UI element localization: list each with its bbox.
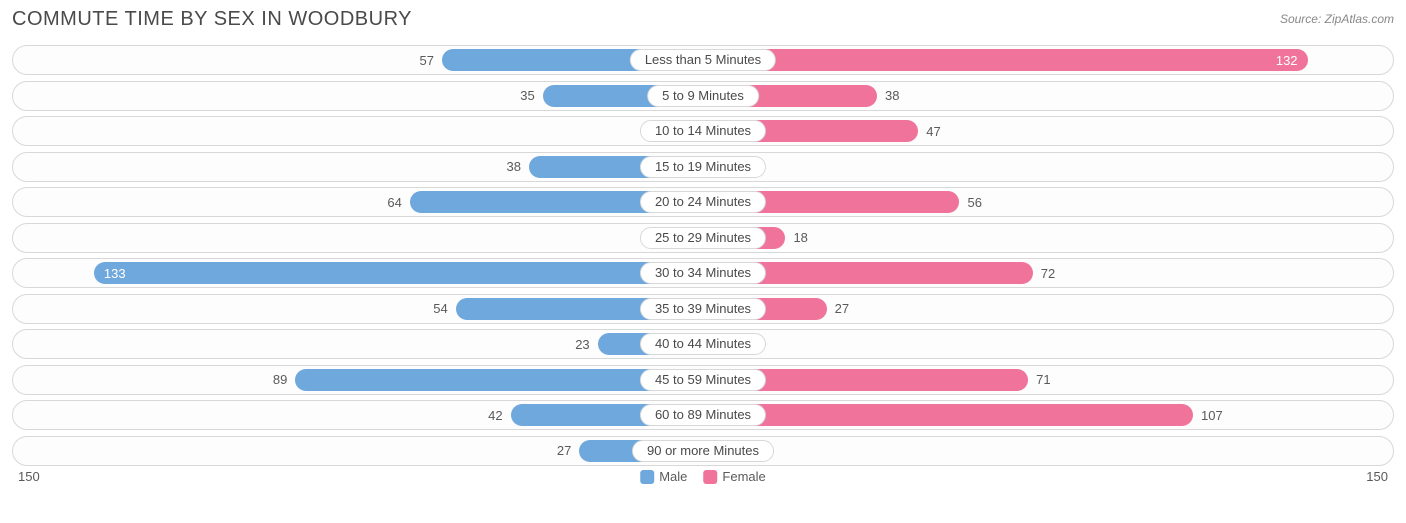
source-attribution: Source: ZipAtlas.com [1280, 8, 1394, 26]
female-swatch-icon [703, 470, 717, 484]
male-value-label: 23 [575, 337, 589, 352]
bar-row: 133 72 30 to 34 Minutes [12, 258, 1394, 288]
category-label: 10 to 14 Minutes [640, 120, 766, 142]
female-value-label: 18 [793, 230, 807, 245]
female-value-label: 27 [835, 301, 849, 316]
bar-row: 64 56 20 to 24 Minutes [12, 187, 1394, 217]
category-label: 35 to 39 Minutes [640, 298, 766, 320]
male-value-label: 57 [419, 53, 433, 68]
male-value-label: 38 [507, 159, 521, 174]
male-value-label: 42 [488, 408, 502, 423]
male-value-label: 35 [520, 88, 534, 103]
male-value-label: 64 [387, 195, 401, 210]
chart-title: COMMUTE TIME BY SEX IN WOODBURY [12, 8, 412, 31]
bar-row: 44710 to 14 Minutes [12, 116, 1394, 146]
female-bar: 132 [703, 49, 1308, 71]
category-label: 30 to 34 Minutes [640, 262, 766, 284]
category-label: Less than 5 Minutes [630, 49, 776, 71]
legend: Male Female [640, 469, 766, 484]
diverging-bar-chart: 57 132Less than 5 Minutes 35 38 5 to 9 Minut… [0, 35, 1406, 466]
category-label: 25 to 29 Minutes [640, 227, 766, 249]
category-label: 20 to 24 Minutes [640, 191, 766, 213]
female-value-label: 47 [926, 124, 940, 139]
male-value-label: 89 [273, 372, 287, 387]
category-label: 15 to 19 Minutes [640, 156, 766, 178]
female-bar [703, 404, 1193, 426]
female-value-label: 72 [1041, 266, 1055, 281]
legend-item-female: Female [703, 469, 765, 484]
male-swatch-icon [640, 470, 654, 484]
bar-row: 27090 or more Minutes [12, 436, 1394, 466]
category-label: 60 to 89 Minutes [640, 404, 766, 426]
category-label: 90 or more Minutes [632, 440, 774, 462]
bar-row: 57 132Less than 5 Minutes [12, 45, 1394, 75]
female-value-label: 107 [1201, 408, 1223, 423]
male-value-label: 54 [433, 301, 447, 316]
bar-row: 42 107 60 to 89 Minutes [12, 400, 1394, 430]
axis-left-max: 150 [18, 469, 40, 484]
bar-row: 23540 to 44 Minutes [12, 329, 1394, 359]
bar-row: 35 38 5 to 9 Minutes [12, 81, 1394, 111]
bar-row: 89 71 45 to 59 Minutes [12, 365, 1394, 395]
male-bar: 133 [94, 262, 703, 284]
axis-row: 150 Male Female 150 [0, 469, 1406, 484]
bar-row: 81825 to 29 Minutes [12, 223, 1394, 253]
legend-item-male: Male [640, 469, 687, 484]
legend-label-male: Male [659, 469, 687, 484]
female-value-label: 38 [885, 88, 899, 103]
male-value-label: 27 [557, 443, 571, 458]
female-value-label: 56 [967, 195, 981, 210]
bar-row: 54 27 35 to 39 Minutes [12, 294, 1394, 324]
axis-right-max: 150 [1366, 469, 1388, 484]
category-label: 45 to 59 Minutes [640, 369, 766, 391]
female-value-label: 71 [1036, 372, 1050, 387]
category-label: 5 to 9 Minutes [647, 85, 759, 107]
bar-row: 38615 to 19 Minutes [12, 152, 1394, 182]
legend-label-female: Female [722, 469, 765, 484]
category-label: 40 to 44 Minutes [640, 333, 766, 355]
